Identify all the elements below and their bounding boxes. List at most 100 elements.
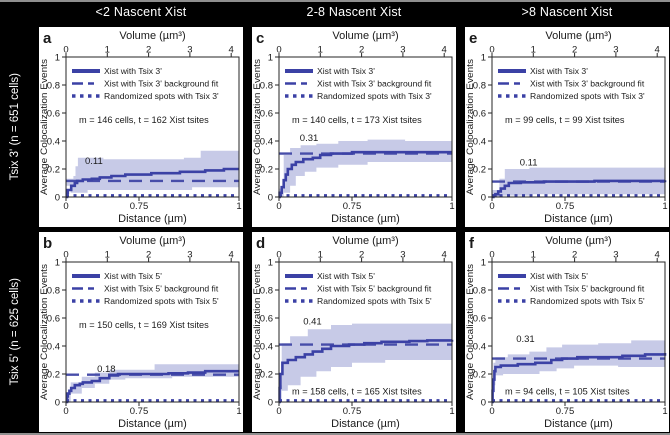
column-header-gt8-nascent: >8 Nascent Xist: [521, 5, 613, 19]
legend-entry-label: Xist with Tsix 5' background fit: [317, 284, 432, 294]
y-tick-label: 0.6: [47, 108, 60, 119]
panel-a: a Volume (µm³) 0 1 2 3 4 Average Colocalization…: [39, 27, 243, 227]
legend-entry-label: Xist with Tsix 3' background fit: [530, 79, 645, 89]
distance-tick-label: 0: [276, 201, 281, 212]
distance-axis-label: Distance (µm): [118, 213, 187, 225]
y-tick-label: 1: [55, 257, 60, 268]
panel-letter: b: [43, 235, 52, 252]
y-tick-label: 0.4: [473, 341, 486, 352]
legend-entry-label: Xist with Tsix 3' background fit: [317, 79, 432, 89]
legend-entry-label: Xist with Tsix 5': [317, 271, 375, 281]
volume-tick-label: 2: [572, 250, 577, 261]
y-tick-label: 0: [481, 397, 486, 408]
distance-tick-label: 0.75: [343, 201, 362, 212]
panel-c: c Volume (µm³) 0 1 2 3 4 Average Colocalization…: [252, 27, 456, 227]
distance-tick-label: 0: [63, 406, 68, 417]
volume-tick-label: 2: [146, 45, 151, 56]
volume-tick-label: 1: [105, 250, 110, 261]
volume-tick-label: 4: [229, 45, 234, 56]
legend-entry-label: Randomized spots with Tsix 5': [104, 296, 219, 306]
column-header-lt2-nascent: <2 Nascent Xist: [95, 5, 187, 19]
fit-value-annotation: 0.11: [520, 158, 538, 169]
volume-tick-label: 1: [531, 250, 536, 261]
distance-tick-label: 0.75: [130, 406, 149, 417]
distance-axis-label: Distance (µm): [544, 213, 613, 225]
legend-entry-label: Randomized spots with Tsix 3': [530, 91, 645, 101]
y-tick-label: 0.2: [473, 164, 486, 175]
volume-axis-label: Volume (µm³): [332, 235, 398, 247]
y-tick-label: 0.6: [47, 313, 60, 324]
distance-tick-label: 1: [449, 201, 454, 212]
y-tick-label: 0: [55, 397, 60, 408]
panel-letter: f: [469, 235, 475, 252]
y-tick-label: 0: [55, 192, 60, 203]
volume-tick-label: 3: [400, 250, 405, 261]
y-tick-label: 0.2: [260, 369, 273, 380]
legend-entry-label: Xist with Tsix 3' background fit: [104, 79, 219, 89]
volume-tick-label: 3: [613, 250, 618, 261]
fit-value-annotation: 0.41: [303, 316, 322, 327]
distance-tick-label: 0.75: [556, 406, 575, 417]
corner-spacer: [0, 2, 30, 22]
legend-entry-label: Randomized spots with Tsix 5': [530, 296, 645, 306]
y-tick-label: 0.6: [473, 313, 486, 324]
y-axis-label: Average Colocalization Events: [252, 59, 263, 195]
y-tick-label: 0.4: [47, 341, 60, 352]
volume-axis-label: Volume (µm³): [332, 30, 398, 42]
plot-box: [65, 261, 240, 403]
volume-tick-label: 1: [318, 250, 323, 261]
legend-entry-label: Xist with Tsix 3': [317, 66, 375, 76]
legend-entry-label: Randomized spots with Tsix 3': [317, 91, 432, 101]
volume-tick-label: 2: [146, 250, 151, 261]
distance-tick-label: 0.75: [556, 201, 575, 212]
colocalization-curve: [65, 167, 239, 199]
panel-d: d Volume (µm³) 0 1 2 3 4 Average Colocalization…: [252, 232, 456, 432]
plot-box: [491, 261, 666, 403]
distance-tick-label: 0.75: [130, 201, 149, 212]
distance-axis-label: Distance (µm): [118, 418, 187, 430]
colocalization-curve: [65, 369, 239, 404]
y-tick-label: 1: [268, 257, 273, 268]
volume-tick-label: 2: [359, 45, 364, 56]
distance-axis-label: Distance (µm): [331, 213, 400, 225]
y-axis-label: Average Colocalization Events: [39, 264, 50, 400]
distance-axis-label: Distance (µm): [331, 418, 400, 430]
volume-tick-label: 4: [655, 45, 660, 56]
y-tick-label: 0.2: [260, 164, 273, 175]
y-tick-label: 0.2: [47, 164, 60, 175]
cell-count-text: m = 150 cells, t = 169 Xist tsites: [79, 320, 209, 330]
confidence-band: [279, 139, 452, 197]
y-tick-label: 0.4: [260, 136, 273, 147]
y-tick-label: 0.8: [47, 285, 60, 296]
distance-tick-label: 1: [662, 201, 667, 212]
volume-tick-label: 0: [489, 250, 494, 261]
fit-value-annotation: 0.31: [516, 334, 535, 345]
volume-tick-label: 1: [318, 45, 323, 56]
panel-letter: a: [43, 30, 52, 47]
row-label-tsix3-text: Tsix 3' (n = 651 cells): [9, 73, 21, 181]
fit-value-annotation: 0.31: [300, 133, 319, 144]
y-tick-label: 1: [55, 52, 60, 63]
distance-tick-label: 1: [236, 406, 241, 417]
cell-count-text: m = 146 cells, t = 162 Xist tsites: [79, 115, 209, 125]
colocalization-curve: [278, 339, 454, 404]
distance-tick-label: 0: [489, 406, 494, 417]
legend-entry-label: Xist with Tsix 5': [104, 271, 162, 281]
y-tick-label: 1: [481, 52, 486, 63]
volume-tick-label: 1: [105, 45, 110, 56]
y-tick-label: 0.8: [47, 80, 60, 91]
legend-entry-label: Randomized spots with Tsix 5': [317, 296, 432, 306]
legend-entry-label: Xist with Tsix 3': [530, 66, 588, 76]
cell-count-text: m = 94 cells, t = 105 Xist tsites: [505, 387, 630, 397]
panel-f: f Volume (µm³) 0 1 2 3 4 Average Colocalization…: [465, 232, 669, 432]
panel-b: b Volume (µm³) 0 1 2 3 4 Average Colocalization…: [39, 232, 243, 432]
plot-box: [65, 56, 240, 198]
distance-tick-label: 0.75: [343, 406, 362, 417]
y-tick-label: 0.4: [473, 136, 486, 147]
volume-tick-label: 4: [229, 250, 234, 261]
colocalization-curve: [278, 150, 452, 199]
